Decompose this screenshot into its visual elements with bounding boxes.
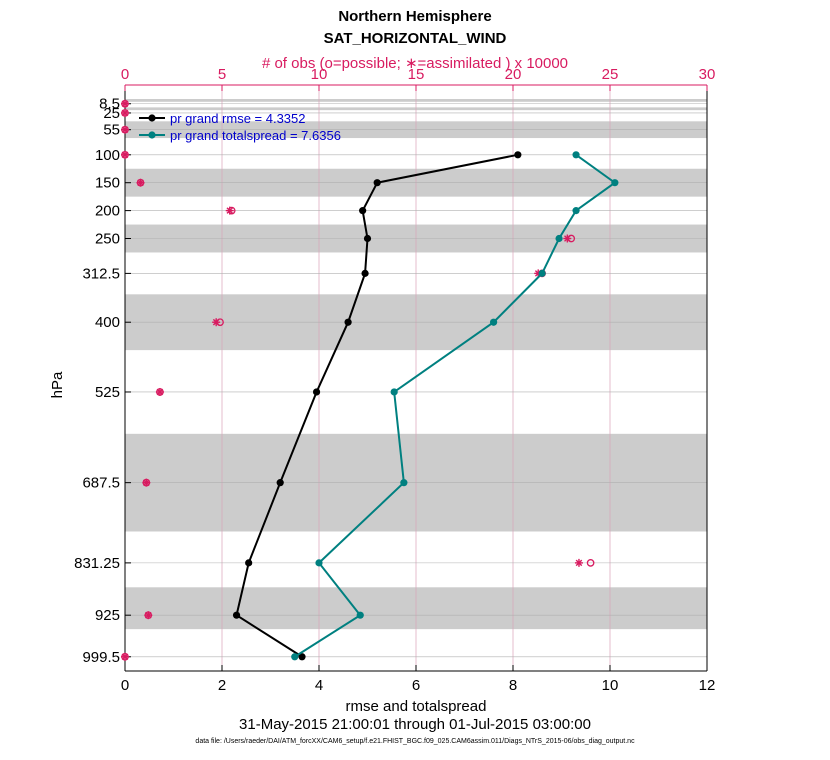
y-tick-label: 312.5 (82, 265, 120, 282)
series-point-0 (361, 269, 369, 277)
obs-assimilated-marker (563, 234, 572, 243)
chart-subtitle: SAT_HORIZONTAL_WIND (323, 30, 507, 47)
obs-assimilated-marker (121, 108, 129, 117)
y-axis-label: hPa (49, 371, 66, 398)
series-point-1 (572, 207, 580, 215)
obs-assimilated-marker (121, 99, 129, 108)
x-tick-label: 0 (121, 677, 129, 694)
data-file-note: data file: /Users/raeder/DAI/ATM_forcXX/… (195, 738, 635, 745)
obs-assimilated-marker (142, 478, 151, 487)
series-point-1 (490, 318, 498, 326)
y-tick-label: 150 (95, 175, 120, 192)
top-x-tick-label: 20 (505, 66, 522, 83)
chart-title: Northern Hemisphere (338, 8, 492, 25)
series-point-1 (356, 611, 364, 619)
legend-marker-0 (148, 114, 156, 122)
series-point-0 (363, 234, 372, 243)
series-point-0 (298, 653, 306, 661)
legend-marker-1 (148, 131, 156, 139)
y-tick-label: 200 (95, 203, 120, 220)
x-tick-label: 8 (509, 677, 517, 694)
top-x-tick-label: 0 (121, 66, 129, 83)
x-tick-label: 2 (218, 677, 226, 694)
obs-assimilated-marker (212, 318, 221, 327)
x-tick-label: 10 (602, 677, 619, 694)
series-point-1 (400, 479, 408, 487)
obs-possible-marker (586, 559, 595, 567)
series-point-0 (312, 388, 321, 396)
y-tick-label: 25 (103, 105, 120, 122)
y-tick-label: 999.5 (82, 649, 120, 666)
series-point-1 (611, 179, 619, 187)
series-point-1 (291, 653, 299, 661)
series-point-1 (555, 234, 563, 243)
x-tick-label: 12 (699, 677, 716, 694)
series-point-1 (390, 388, 398, 396)
series-point-0 (373, 179, 381, 187)
obs-assimilated-marker (144, 611, 153, 620)
y-tick-label: 831.25 (74, 555, 120, 572)
top-x-tick-label: 30 (699, 66, 716, 83)
y-tick-label: 687.5 (82, 475, 120, 492)
y-tick-label: 250 (95, 231, 120, 248)
top-x-tick-label: 25 (602, 66, 619, 83)
y-tick-label: 8.5 (99, 96, 120, 113)
y-tick-label: 100 (95, 147, 120, 164)
obs-assimilated-marker (121, 125, 129, 134)
obs-assimilated-marker (121, 652, 129, 661)
top-x-tick-label: 15 (408, 66, 425, 83)
series-point-0 (359, 207, 367, 215)
top-x-tick-label: 10 (311, 66, 328, 83)
legend-label-0: pr grand rmse = 4.3352 (170, 111, 306, 126)
obs-assimilated-marker (155, 387, 164, 396)
y-tick-label: 525 (95, 384, 120, 401)
x-tick-label: 6 (412, 677, 420, 694)
x-tick-label: 4 (315, 677, 323, 694)
legend-label-1: pr grand totalspread = 7.6356 (170, 128, 341, 143)
obs-assimilated-marker (574, 558, 583, 567)
x-axis-label: rmse and totalspread (346, 698, 487, 715)
y-tick-label: 400 (95, 314, 120, 331)
series-point-0 (232, 611, 241, 619)
series-point-0 (245, 559, 253, 567)
time-range: 31-May-2015 21:00:01 through 01-Jul-2015… (239, 716, 591, 733)
series-point-1 (315, 559, 323, 567)
series-point-0 (276, 479, 284, 487)
series-point-0 (344, 318, 352, 326)
y-tick-label: 925 (95, 607, 120, 624)
series-point-0 (514, 151, 522, 159)
series-point-1 (538, 269, 546, 277)
y-tick-label: 55 (103, 122, 120, 139)
obs-assimilated-marker (121, 150, 129, 159)
obs-assimilated-marker (225, 206, 234, 215)
top-axis-label: # of obs (o=possible; ∗=assimilated ) x … (261, 55, 569, 72)
top-x-tick-label: 5 (218, 66, 226, 83)
obs-assimilated-marker (136, 178, 145, 187)
series-point-1 (572, 151, 580, 159)
